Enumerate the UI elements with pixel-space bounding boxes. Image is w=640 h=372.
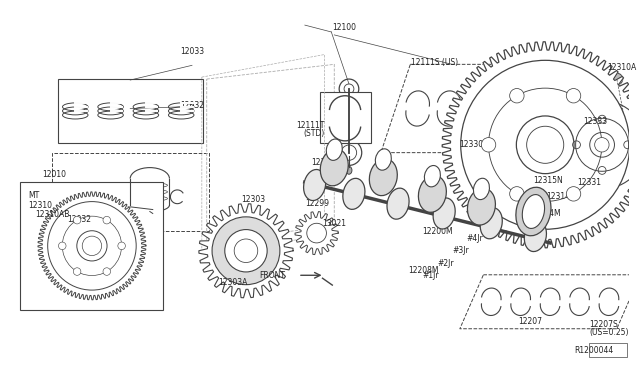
- Ellipse shape: [424, 166, 440, 187]
- Text: 12208M: 12208M: [408, 266, 438, 275]
- Text: 12310AB: 12310AB: [35, 210, 69, 219]
- Circle shape: [77, 231, 107, 261]
- Text: 12330: 12330: [459, 140, 483, 149]
- Ellipse shape: [343, 178, 365, 209]
- Ellipse shape: [140, 189, 159, 195]
- Bar: [52, 153, 209, 231]
- Circle shape: [74, 217, 81, 224]
- Text: 12100: 12100: [332, 23, 356, 32]
- Polygon shape: [199, 204, 293, 298]
- Bar: [116, 206, 136, 214]
- Circle shape: [509, 89, 524, 103]
- Circle shape: [461, 60, 630, 229]
- Text: 12033: 12033: [180, 47, 204, 56]
- Ellipse shape: [522, 195, 545, 228]
- Text: 12333: 12333: [584, 117, 607, 126]
- Polygon shape: [460, 275, 640, 329]
- Circle shape: [118, 242, 125, 250]
- Text: 13021: 13021: [323, 219, 346, 228]
- Polygon shape: [381, 64, 582, 153]
- Circle shape: [611, 73, 623, 85]
- Circle shape: [225, 230, 267, 272]
- Ellipse shape: [375, 149, 391, 170]
- Circle shape: [566, 89, 580, 103]
- Text: #4Jr: #4Jr: [467, 234, 483, 244]
- Text: 12310: 12310: [28, 201, 52, 210]
- Ellipse shape: [419, 175, 446, 212]
- Ellipse shape: [516, 187, 551, 236]
- Bar: [589, 343, 627, 357]
- Text: 12299: 12299: [305, 199, 329, 208]
- Circle shape: [58, 242, 66, 250]
- Text: 12303: 12303: [241, 195, 265, 204]
- Circle shape: [558, 101, 640, 189]
- Circle shape: [103, 268, 111, 275]
- Text: 12032: 12032: [67, 215, 92, 224]
- Text: (US=0.25): (US=0.25): [589, 328, 629, 337]
- Ellipse shape: [387, 188, 409, 219]
- Text: 12032: 12032: [180, 101, 204, 110]
- Polygon shape: [442, 42, 640, 248]
- Circle shape: [48, 202, 136, 290]
- Ellipse shape: [303, 170, 326, 201]
- Circle shape: [74, 268, 81, 275]
- Text: 12111T: 12111T: [296, 121, 324, 130]
- Text: #1Jr: #1Jr: [422, 271, 439, 280]
- Circle shape: [566, 187, 580, 201]
- Polygon shape: [38, 192, 146, 300]
- Text: 12207S: 12207S: [589, 320, 618, 329]
- Text: (STD): (STD): [303, 128, 324, 138]
- Text: 12111S (US): 12111S (US): [411, 58, 458, 67]
- Circle shape: [595, 138, 609, 152]
- Text: 12314C: 12314C: [546, 192, 575, 201]
- Ellipse shape: [480, 208, 502, 239]
- Text: MT: MT: [28, 191, 40, 200]
- Text: #3Jr: #3Jr: [452, 246, 468, 255]
- Bar: [58, 79, 203, 143]
- Text: 12200M: 12200M: [422, 227, 453, 235]
- Ellipse shape: [467, 188, 495, 225]
- Text: 12314M: 12314M: [531, 209, 561, 218]
- Ellipse shape: [524, 221, 547, 251]
- Circle shape: [481, 138, 496, 152]
- Text: 12315N: 12315N: [533, 176, 563, 185]
- Text: #5Jr: #5Jr: [481, 222, 498, 231]
- Text: 12010: 12010: [42, 170, 66, 179]
- Circle shape: [212, 217, 280, 285]
- Bar: [20, 182, 163, 310]
- Circle shape: [336, 140, 362, 166]
- Ellipse shape: [369, 159, 397, 196]
- Ellipse shape: [346, 166, 352, 174]
- Bar: [319, 92, 371, 143]
- Ellipse shape: [433, 198, 455, 229]
- Text: #2Jr: #2Jr: [437, 259, 454, 268]
- Circle shape: [339, 79, 359, 99]
- Text: FRONT: FRONT: [259, 271, 285, 280]
- Text: 12303A: 12303A: [218, 278, 248, 287]
- Circle shape: [103, 217, 111, 224]
- Text: 12207: 12207: [518, 317, 543, 326]
- Text: 12310A: 12310A: [607, 63, 636, 72]
- Ellipse shape: [474, 178, 490, 200]
- Polygon shape: [295, 212, 338, 254]
- Circle shape: [516, 116, 574, 174]
- Text: 12200: 12200: [516, 195, 540, 204]
- Text: 12331: 12331: [577, 177, 602, 187]
- Circle shape: [307, 223, 326, 243]
- Text: R1200044: R1200044: [575, 346, 614, 355]
- Circle shape: [509, 187, 524, 201]
- Ellipse shape: [326, 139, 342, 160]
- Ellipse shape: [320, 149, 348, 186]
- Text: 12109: 12109: [311, 158, 335, 167]
